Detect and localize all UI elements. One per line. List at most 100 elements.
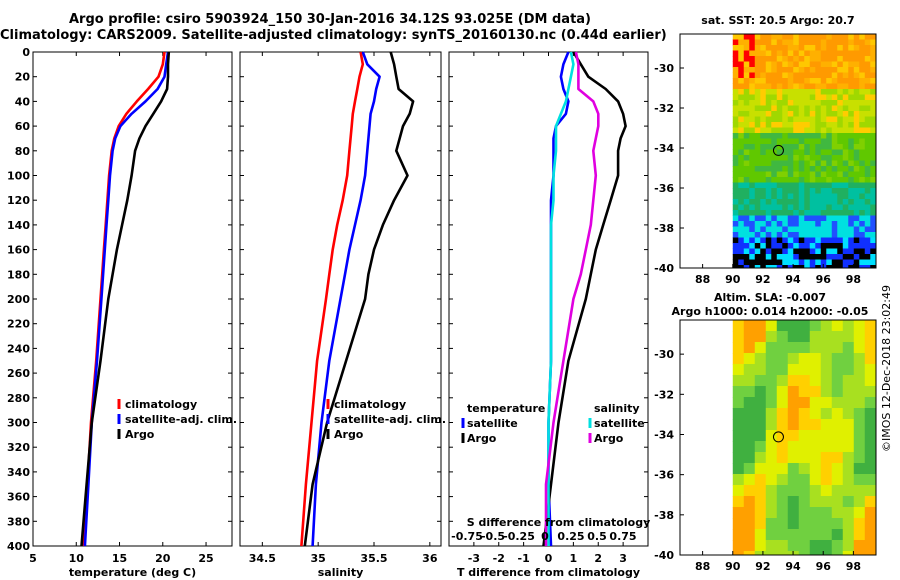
heatmap-cell [749, 100, 756, 106]
heatmap-cell [771, 39, 778, 46]
heatmap-cell [859, 232, 866, 238]
heatmap-cell [853, 237, 860, 244]
heatmap-cell [754, 397, 767, 409]
heatmap-cell [782, 83, 789, 90]
heatmap-cell [809, 61, 816, 68]
heatmap-cell [859, 221, 866, 227]
heatmap-cell [754, 89, 761, 95]
heatmap-cell [848, 39, 855, 46]
heatmap-cell [776, 507, 789, 519]
heatmap-cell [848, 127, 855, 134]
heatmap-cell [738, 72, 745, 79]
heatmap-cell [831, 72, 838, 79]
heatmap-cell [749, 144, 756, 150]
x-tick-label: 20 [155, 552, 171, 565]
heatmap-cell [793, 138, 800, 145]
heatmap-cell [754, 353, 767, 365]
legend-label: temperature [467, 402, 545, 415]
heatmap-cell [837, 259, 844, 266]
heatmap-cell [842, 67, 849, 73]
heatmap-cell [831, 204, 838, 211]
heatmap-cell [859, 193, 866, 200]
heatmap-cell [787, 111, 794, 117]
heatmap-cell [776, 397, 789, 409]
heatmap-cell [842, 210, 849, 216]
heatmap-cell [760, 116, 767, 123]
heatmap-cell [787, 215, 794, 222]
heatmap-cell [831, 237, 838, 244]
heatmap-cell [826, 149, 833, 156]
heatmap-cell [771, 215, 778, 222]
heatmap-cell [738, 226, 745, 233]
heatmap-cell [826, 127, 833, 134]
heatmap-cell [831, 105, 838, 112]
heatmap-cell [864, 34, 871, 40]
heatmap-cell [798, 111, 805, 117]
heatmap-cell [842, 199, 849, 205]
heatmap-cell [870, 67, 877, 73]
heatmap-cell [853, 397, 866, 409]
heatmap-cell [749, 259, 756, 266]
y-tick-label: 20 [15, 71, 31, 84]
heatmap-cell [820, 105, 827, 112]
heatmap-cell [848, 61, 855, 68]
heatmap-cell [787, 89, 794, 95]
heatmap-cell [853, 226, 860, 233]
heatmap-cell [771, 259, 778, 266]
heatmap-cell [826, 67, 833, 73]
heatmap-cell [870, 237, 877, 244]
heatmap-cell [760, 94, 767, 101]
heatmap-cell [760, 182, 767, 189]
heatmap-cell [738, 215, 745, 222]
heatmap-cell [765, 166, 772, 172]
heatmap-cell [870, 254, 877, 260]
heatmap-cell [765, 364, 778, 376]
heatmap-cell [864, 232, 871, 238]
heatmap-cell [743, 182, 750, 189]
heatmap-cell [743, 204, 750, 211]
heatmap-cell [837, 215, 844, 222]
heatmap-cell [815, 237, 822, 244]
heatmap-cell [749, 237, 756, 244]
heatmap-cell [754, 78, 761, 84]
heatmap-cell [771, 72, 778, 79]
heatmap-cell [853, 127, 860, 134]
heatmap-cell [782, 243, 789, 249]
heatmap-cell [776, 100, 783, 106]
top-axis-label: S difference from climatology [467, 516, 651, 529]
heatmap-cell [853, 89, 860, 95]
heatmap-cell [793, 237, 800, 244]
heatmap-cell [798, 540, 811, 552]
heatmap-cell [787, 452, 800, 464]
heatmap-cell [853, 166, 860, 172]
heatmap-cell [809, 221, 816, 227]
heatmap-cell [842, 496, 855, 508]
heatmap-cell [787, 67, 794, 73]
heatmap-cell [732, 226, 739, 233]
heatmap-cell [754, 254, 761, 260]
heatmap-cell [749, 182, 756, 189]
heatmap-cell [776, 193, 783, 200]
heatmap-cell [837, 83, 844, 90]
heatmap-cell [848, 83, 855, 90]
heatmap-cell [809, 408, 822, 420]
heatmap-cell [831, 485, 844, 497]
heatmap-cell [787, 193, 794, 200]
heatmap-cell [798, 34, 805, 40]
heatmap-cell [743, 226, 750, 233]
heatmap-cell [848, 67, 855, 73]
heatmap-cell [771, 67, 778, 73]
heatmap-cell [831, 160, 838, 167]
heatmap-cell [820, 34, 827, 40]
heatmap-cell [853, 540, 866, 552]
heatmap-cell [848, 248, 855, 255]
heatmap-cell [732, 551, 745, 556]
heatmap-cell [749, 105, 756, 112]
heatmap-cell [848, 50, 855, 57]
heatmap-cell [782, 138, 789, 145]
heatmap-cell [787, 45, 794, 51]
heatmap-cell [771, 243, 778, 249]
heatmap-cell [765, 83, 772, 90]
heatmap-cell [760, 72, 767, 79]
heatmap-cell [732, 518, 745, 530]
